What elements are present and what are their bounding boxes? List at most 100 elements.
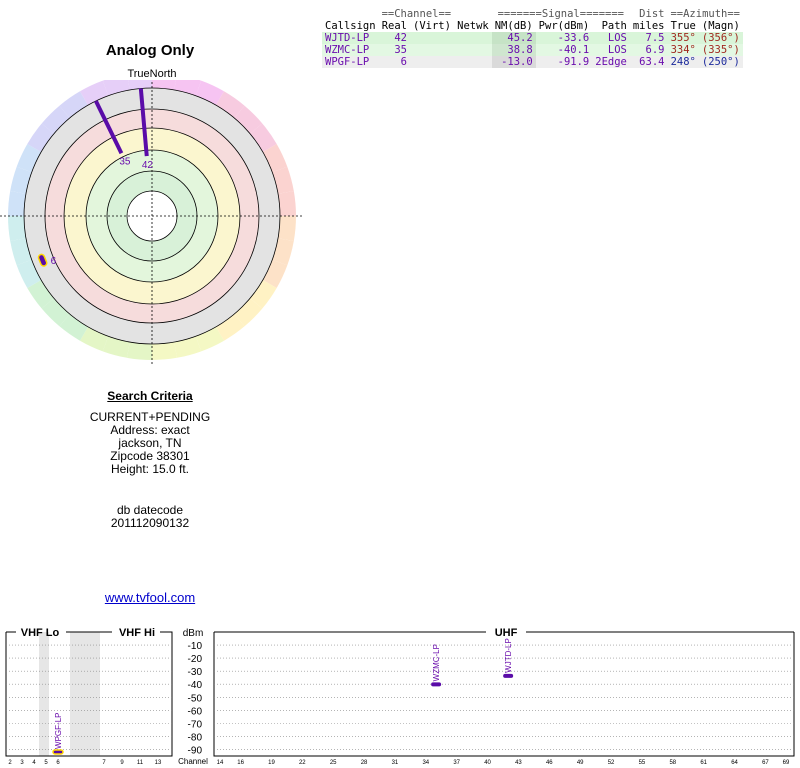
cell-callsign: WZMC-LP	[325, 44, 370, 56]
y-tick-label: -60	[188, 706, 203, 717]
cell-real: 35	[394, 44, 407, 56]
search-criteria-heading: Search Criteria	[107, 389, 193, 403]
cell-netwk	[454, 44, 492, 56]
station-line	[94, 100, 124, 155]
polar-plot: N42356	[0, 80, 304, 366]
x-tick-label: 19	[268, 760, 275, 766]
search-criteria: Search Criteria CURRENT+PENDING Address:…	[60, 390, 240, 530]
table-row: WZMC-LP 35 38.8 -40.1 LOS 6.9 334° (335°)	[322, 44, 744, 56]
station-label: 35	[119, 156, 131, 167]
cell-nm: -13.0	[491, 56, 536, 68]
x-tick-label: 14	[217, 760, 224, 766]
cell-nm: 45.2	[491, 32, 536, 44]
cell-callsign: WPGF-LP	[325, 56, 370, 68]
signal-label: WJTD-LP	[504, 638, 513, 673]
cell-real: 42	[394, 32, 407, 44]
x-tick-label: 2	[8, 760, 12, 766]
signal-marker	[52, 749, 64, 755]
y-tick-label: -30	[188, 667, 203, 678]
x-tick-label: 55	[639, 760, 646, 766]
channel-group-header: ==Channel==	[381, 8, 452, 20]
cell-pwr: -91.9	[557, 56, 590, 68]
cell-netwk	[454, 32, 492, 44]
vhf-lo-shade	[39, 632, 49, 756]
x-tick-label: 9	[120, 760, 124, 766]
signal-marker	[503, 673, 514, 678]
y-tick-label: -10	[188, 641, 203, 652]
x-tick-label: 64	[731, 760, 738, 766]
chart-title: Analog Only	[105, 42, 195, 59]
x-tick-label: 28	[361, 760, 368, 766]
azimuth-group-header: ==Azimuth==	[670, 8, 741, 20]
criteria-line: CURRENT+PENDING	[89, 410, 211, 424]
cell-virt	[410, 44, 454, 56]
table-row: WJTD-LP 42 45.2 -33.6 LOS 7.5 355° (356°)	[322, 32, 744, 44]
cell-dist: 6.9	[645, 44, 665, 56]
y-tick-label: -70	[188, 719, 203, 730]
criteria-line: Height: 15.0 ft.	[110, 462, 190, 476]
cell-real: 6	[400, 56, 407, 68]
signal-group-header: =======Signal=======	[497, 8, 625, 20]
x-tick-label: 31	[392, 760, 399, 766]
x-tick-label: 16	[237, 760, 244, 766]
channel-chart: VHF Lo VHF Hi UHF dBm -10 -20 -30 -40 -50 -60 -70 -…	[5, 627, 795, 766]
y-tick-label: -40	[188, 680, 203, 691]
y-tick-label: -80	[188, 732, 203, 743]
header-miles: miles	[632, 20, 665, 32]
cell-az-magn: (250°)	[701, 56, 740, 68]
x-tick-label: 37	[453, 760, 460, 766]
site-link[interactable]: www.tvfool.com	[104, 590, 196, 605]
y-axis-label: dBm	[183, 628, 204, 639]
cell-pwr: -33.6	[557, 32, 590, 44]
cell-path: 2Edge	[595, 56, 627, 68]
x-tick-label: 46	[546, 760, 553, 766]
signal-marker	[431, 682, 442, 687]
db-datecode-value: 201112090132	[110, 516, 190, 530]
x-tick-label: 5	[44, 760, 48, 766]
db-datecode-label: db datecode	[116, 503, 184, 517]
criteria-line: Zipcode 38301	[110, 449, 190, 463]
x-tick-label: 67	[762, 760, 769, 766]
y-tick-label: -20	[188, 654, 203, 665]
x-axis-label: Channel	[178, 757, 208, 766]
cell-callsign: WJTD-LP	[325, 32, 370, 44]
table-group-header: ==Channel== =======Signal======= Dist ==…	[322, 8, 743, 20]
station-label: 6	[51, 256, 57, 267]
cell-virt	[410, 32, 454, 44]
cell-nm: 38.8	[491, 44, 536, 56]
criteria-line: Address: exact	[110, 423, 190, 437]
x-tick-label: 13	[155, 760, 162, 766]
uhf-frame	[213, 632, 795, 757]
cell-netwk	[454, 56, 492, 68]
y-tick-label: -90	[188, 745, 203, 756]
x-tick-label: 49	[577, 760, 584, 766]
header-nm: NM(dB)	[494, 20, 533, 32]
header-netwk: Netwk	[457, 20, 489, 32]
cell-az-magn: (356°)	[701, 32, 740, 44]
band-label-uhf: UHF	[495, 627, 518, 639]
x-tick-label: 4	[32, 760, 36, 766]
vhf-mid-shade	[70, 632, 100, 756]
station-label: 42	[142, 160, 154, 171]
band-label-vhf-hi: VHF Hi	[119, 627, 155, 639]
x-tick-label: 3	[20, 760, 24, 766]
cell-dist: 63.4	[639, 56, 665, 68]
signal-label: WZMC-LP	[432, 644, 441, 681]
station-marker	[37, 253, 48, 267]
cell-az-true: 248°	[670, 56, 696, 68]
header-real: Real	[381, 20, 407, 32]
x-tick-label: 6	[56, 760, 60, 766]
cell-path: LOS	[607, 32, 627, 44]
cell-az-magn: (335°)	[701, 44, 740, 56]
x-tick-label: 34	[422, 760, 429, 766]
x-tick-label: 22	[299, 760, 306, 766]
x-tick-label: 7	[102, 760, 106, 766]
table-header-row: Callsign Real (Virt) Netwk NM(dB) Pwr(dB…	[322, 20, 743, 32]
x-tick-label: 25	[330, 760, 337, 766]
cell-pwr: -40.1	[557, 44, 590, 56]
header-true: True	[670, 20, 696, 32]
cell-az-true: 355°	[670, 32, 696, 44]
station-line	[138, 88, 149, 157]
band-label-vhf-lo: VHF Lo	[21, 627, 60, 639]
cell-path: LOS	[607, 44, 627, 56]
